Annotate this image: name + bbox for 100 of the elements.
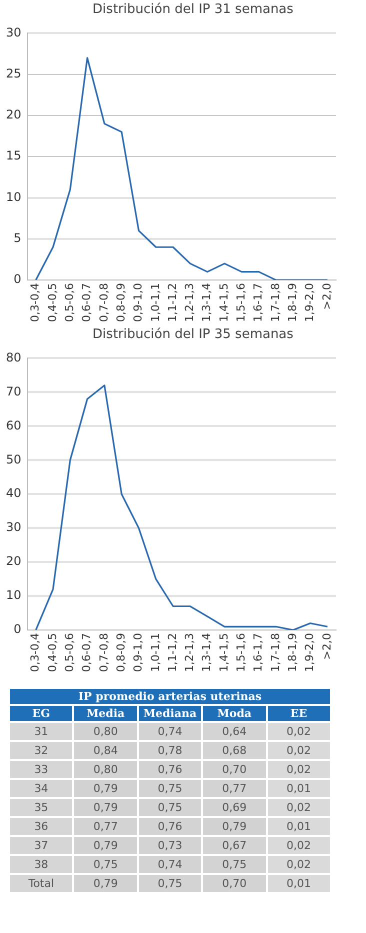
x-tick-label: 1,1-1,2 bbox=[166, 633, 179, 672]
y-tick-label: 20 bbox=[6, 108, 22, 122]
data-label: 0,79 bbox=[203, 818, 266, 835]
x-tick-label: 0,9-1,0 bbox=[132, 633, 145, 672]
y-tick-label: 30 bbox=[6, 25, 22, 40]
y-tick-label: 37 bbox=[10, 837, 72, 854]
x-tick-label: 1,4-1,5 bbox=[217, 283, 230, 322]
x-tick-label: 0,6-0,7 bbox=[80, 283, 94, 322]
data-label: 0,01 bbox=[268, 818, 330, 835]
x-tick-label: >2,0 bbox=[320, 283, 334, 310]
y-tick-label: 35 bbox=[10, 799, 72, 816]
y-tick-label: 10 bbox=[6, 588, 22, 602]
data-label: 0,79 bbox=[74, 799, 137, 816]
y-tick-label: 5 bbox=[14, 231, 22, 246]
data-label: 0,68 bbox=[203, 742, 266, 759]
y-tick-label: 36 bbox=[10, 818, 72, 835]
y-tick-label: 10 bbox=[6, 190, 22, 204]
data-label: 0,78 bbox=[138, 742, 202, 759]
data-label: 0,76 bbox=[138, 761, 202, 778]
x-tick-label: 1,4-1,5 bbox=[217, 633, 230, 672]
x-tick-label: Media bbox=[74, 706, 137, 721]
x-tick-label: 1,6-1,7 bbox=[252, 633, 265, 672]
x-tick-label: 0,4-0,5 bbox=[46, 283, 59, 322]
data-label: 0,64 bbox=[203, 723, 266, 740]
y-tick-label: 31 bbox=[10, 723, 72, 740]
data-label: 0,75 bbox=[138, 780, 202, 797]
x-tick-label: 0,5-0,6 bbox=[63, 283, 76, 322]
data-label: 0,02 bbox=[268, 742, 330, 759]
data-label: 0,69 bbox=[203, 799, 266, 816]
x-tick-label: 1,1-1,2 bbox=[166, 283, 179, 322]
data-label: 0,70 bbox=[203, 875, 266, 892]
x-tick-label: 0,7-0,8 bbox=[97, 633, 110, 672]
x-tick-label: EE bbox=[268, 706, 330, 721]
data-label: 0,67 bbox=[203, 837, 266, 854]
data-label: 0,73 bbox=[138, 837, 202, 854]
x-tick-label: 1,8-1,9 bbox=[286, 633, 299, 672]
data-label: 0,75 bbox=[138, 799, 202, 816]
y-tick-label: 0 bbox=[14, 272, 22, 286]
x-tick-label: 0,3-0,4 bbox=[28, 283, 42, 322]
chart-title: IP promedio arterias uterinas bbox=[10, 689, 330, 704]
x-tick-label: 0,9-1,0 bbox=[132, 283, 145, 322]
data-label: 0,01 bbox=[268, 780, 330, 797]
y-tick-label: 20 bbox=[6, 554, 22, 568]
x-tick-label: 1,6-1,7 bbox=[252, 283, 265, 322]
x-tick-label: 1,5-1,6 bbox=[234, 633, 248, 672]
y-axis-title: EG bbox=[10, 706, 72, 721]
data-label: 0,84 bbox=[74, 742, 137, 759]
x-tick-label: 1,3-1,4 bbox=[200, 633, 214, 672]
data-label: 0,02 bbox=[268, 837, 330, 854]
x-tick-label: 1,7-1,8 bbox=[268, 633, 282, 672]
x-tick-label: >2,0 bbox=[320, 633, 334, 660]
data-label: 0,79 bbox=[74, 875, 137, 892]
y-tick-label: 70 bbox=[6, 384, 22, 398]
x-tick-label: 1,0-1,1 bbox=[148, 283, 162, 322]
y-tick-label: 33 bbox=[10, 761, 72, 778]
x-tick-label: 0,7-0,8 bbox=[97, 283, 110, 322]
y-tick-label: Total bbox=[10, 875, 72, 892]
data-label: 0,02 bbox=[268, 761, 330, 778]
data-label: 0,02 bbox=[268, 799, 330, 816]
x-tick-label: 0,5-0,6 bbox=[63, 633, 76, 672]
data-label: 0,77 bbox=[74, 818, 137, 835]
data-label: 0,77 bbox=[203, 780, 266, 797]
y-tick-label: 30 bbox=[6, 520, 22, 534]
y-tick-label: 0 bbox=[14, 622, 22, 636]
y-tick-label: 34 bbox=[10, 780, 72, 797]
y-tick-label: 15 bbox=[6, 148, 22, 163]
x-tick-label: 1,7-1,8 bbox=[268, 283, 282, 322]
data-label: 0,75 bbox=[138, 875, 202, 892]
x-tick-label: 1,9-2,0 bbox=[303, 633, 316, 672]
x-tick-label: 1,3-1,4 bbox=[200, 283, 214, 322]
data-label: 0,80 bbox=[74, 761, 137, 778]
chart-title: Distribución del IP 35 semanas bbox=[92, 326, 294, 344]
x-tick-label: Moda bbox=[203, 706, 266, 721]
x-tick-label: 1,2-1,3 bbox=[183, 633, 196, 672]
data-label: 0,01 bbox=[268, 875, 330, 892]
data-label: 0,80 bbox=[74, 723, 137, 740]
x-tick-label: 1,9-2,0 bbox=[303, 283, 316, 322]
data-label: 0,70 bbox=[203, 761, 266, 778]
y-tick-label: 38 bbox=[10, 856, 72, 873]
data-label: 0,02 bbox=[268, 723, 330, 740]
x-tick-label: Mediana bbox=[138, 706, 202, 721]
data-label: 0,74 bbox=[138, 723, 202, 740]
y-tick-label: 50 bbox=[6, 452, 22, 466]
y-tick-label: 40 bbox=[6, 486, 22, 500]
data-label: 0,74 bbox=[138, 856, 202, 873]
x-tick-label: 1,5-1,6 bbox=[234, 283, 248, 322]
x-tick-label: 1,8-1,9 bbox=[286, 283, 299, 322]
y-tick-label: 25 bbox=[6, 66, 22, 80]
chart-title: Distribución del IP 31 semanas bbox=[92, 1, 294, 19]
data-label: 0,76 bbox=[138, 818, 202, 835]
x-tick-label: 0,3-0,4 bbox=[28, 633, 42, 672]
x-tick-label: 0,6-0,7 bbox=[80, 633, 94, 672]
data-label: 0,75 bbox=[74, 856, 137, 873]
data-label: 0,75 bbox=[203, 856, 266, 873]
y-tick-label: 80 bbox=[6, 350, 22, 364]
x-tick-label: 0,8-0,9 bbox=[114, 633, 128, 672]
y-tick-label: 32 bbox=[10, 742, 72, 759]
data-label: 0,02 bbox=[268, 856, 330, 873]
data-label: 0,79 bbox=[74, 837, 137, 854]
x-tick-label: 1,2-1,3 bbox=[183, 283, 196, 322]
